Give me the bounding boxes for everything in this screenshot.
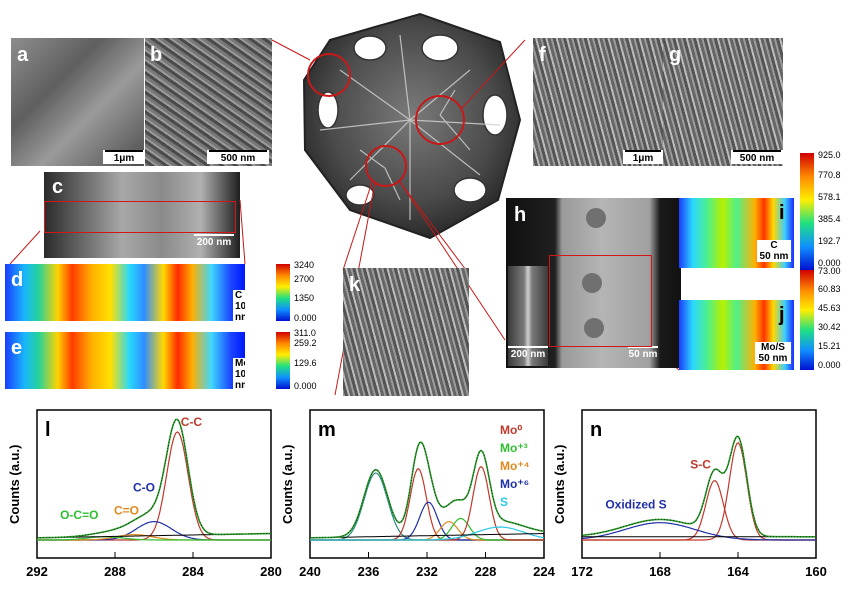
legend-m-1: Mo⁺³ [500, 441, 528, 455]
peak-label-l-1: C-O [133, 481, 155, 495]
scale-bar-c: 200 nm [194, 234, 234, 248]
background-m [310, 533, 544, 539]
peak-label-l-3: O-C=O [60, 508, 98, 522]
xtick-label-n-3: 160 [805, 564, 827, 579]
sem-panel-f: f 1μm [533, 38, 663, 166]
panel-letter-d: d [11, 269, 24, 291]
colorbar-i [800, 153, 814, 270]
scale-bar-f: 1μm [623, 150, 663, 164]
panel-letter-j: j [779, 304, 785, 326]
panel-letter-m: m [318, 419, 336, 441]
scale-bar-g: 500 nm [731, 150, 783, 164]
sem-panel-b: b 500 nm [145, 38, 272, 166]
inset-nanotube [508, 266, 548, 366]
colorbar-j-ticks: 73.00 60.83 45.63 30.42 15.21 0.000 [818, 266, 841, 370]
xtick-label-l-2: 284 [182, 564, 204, 579]
legend-m-4: S [500, 495, 508, 509]
panel-letter-k: k [349, 274, 361, 296]
envelope-n [581, 435, 816, 538]
panel-letter-n: n [590, 419, 602, 441]
map-label-i: C 50 nm [757, 240, 791, 262]
panel-letter-f: f [539, 44, 546, 66]
xtick-label-m-0: 240 [299, 564, 321, 579]
eds-map-d: d C100 nm [5, 264, 245, 321]
peak-n-2 [581, 522, 816, 541]
xtick-label-n-2: 164 [727, 564, 749, 579]
plot-frame-l [36, 409, 272, 559]
selection-box-h [549, 255, 652, 347]
peak-label-l-0: C-C [181, 415, 203, 429]
eds-map-j: j Mo/S 50 nm [679, 300, 794, 370]
colorbar-e [276, 332, 290, 389]
colorbar-e-ticks: 311.0 259.2 129.6 0.000 [294, 328, 317, 391]
map-label-d: C100 nm [233, 290, 245, 321]
scale-bar-h: 50 nm [628, 346, 658, 360]
ylabel-m: Counts (a.u.) [280, 445, 295, 524]
xtick-label-m-4: 224 [533, 564, 555, 579]
xtick-label-l-0: 292 [26, 564, 48, 579]
eds-map-i: i C 50 nm [679, 198, 794, 268]
peak-label-n-0: S-C [690, 458, 711, 472]
colorbar-d [276, 264, 290, 321]
ylabel-n: Counts (a.u.) [552, 445, 567, 524]
panel-letter-h: h [514, 204, 527, 226]
peak-l-3 [37, 536, 271, 541]
nanoparticle-3 [584, 318, 604, 338]
scale-bar-h-inset: 200 nm [508, 346, 548, 360]
nanoparticle-2 [582, 273, 602, 293]
panel-letter-e: e [11, 337, 23, 359]
xtick-label-n-1: 168 [649, 564, 671, 579]
panel-letter-c: c [52, 176, 64, 198]
sem-panel-a: a 1μm [11, 38, 144, 166]
xtick-label-m-2: 232 [416, 564, 438, 579]
panel-letter-i: i [779, 202, 785, 224]
peak-label-n-2: Oxidized S [605, 498, 666, 512]
peak-m-6 [310, 526, 545, 541]
peak-label-l-2: C=O [114, 504, 139, 518]
raw-data-n [581, 435, 816, 538]
scale-bar-b: 500 nm [207, 150, 269, 164]
colorbar-j [800, 270, 814, 370]
xtick-label-l-3: 280 [260, 564, 282, 579]
colorbar-d-ticks: 3240 2700 1350 0.000 [294, 260, 317, 323]
xtick-label-m-3: 228 [475, 564, 497, 579]
raw-data-l [37, 419, 271, 539]
colorbar-i-ticks: 925.0 770.8 578.1 385.4 192.7 0.000 [818, 150, 841, 268]
sem-panel-g: g 500 nm [663, 38, 783, 166]
legend-m-3: Mo⁺⁶ [500, 477, 529, 491]
eds-map-e: e Mo/S100 nm [5, 332, 245, 389]
selection-box-c [44, 201, 236, 233]
map-label-e: Mo/S100 nm [233, 358, 245, 389]
panel-letter-a: a [17, 44, 29, 66]
xtick-label-n-0: 172 [571, 564, 593, 579]
scale-bar-a: 1μm [103, 150, 144, 164]
plot-frame-n [581, 409, 817, 559]
map-label-j: Mo/S 50 nm [755, 342, 791, 364]
envelope-m [310, 441, 545, 539]
ylabel-l: Counts (a.u.) [7, 445, 22, 524]
panel-letter-b: b [150, 44, 163, 66]
panel-letter-l: l [45, 419, 51, 441]
sem-panel-k: k [343, 268, 469, 396]
legend-m-0: Mo⁰ [500, 423, 522, 437]
panel-letter-g: g [669, 44, 682, 66]
xtick-label-l-1: 288 [104, 564, 126, 579]
nanoparticle-1 [586, 208, 606, 228]
legend-m-2: Mo⁺⁴ [500, 459, 530, 473]
tem-panel-c: c 200 nm [44, 172, 240, 258]
xtick-label-m-1: 236 [358, 564, 380, 579]
